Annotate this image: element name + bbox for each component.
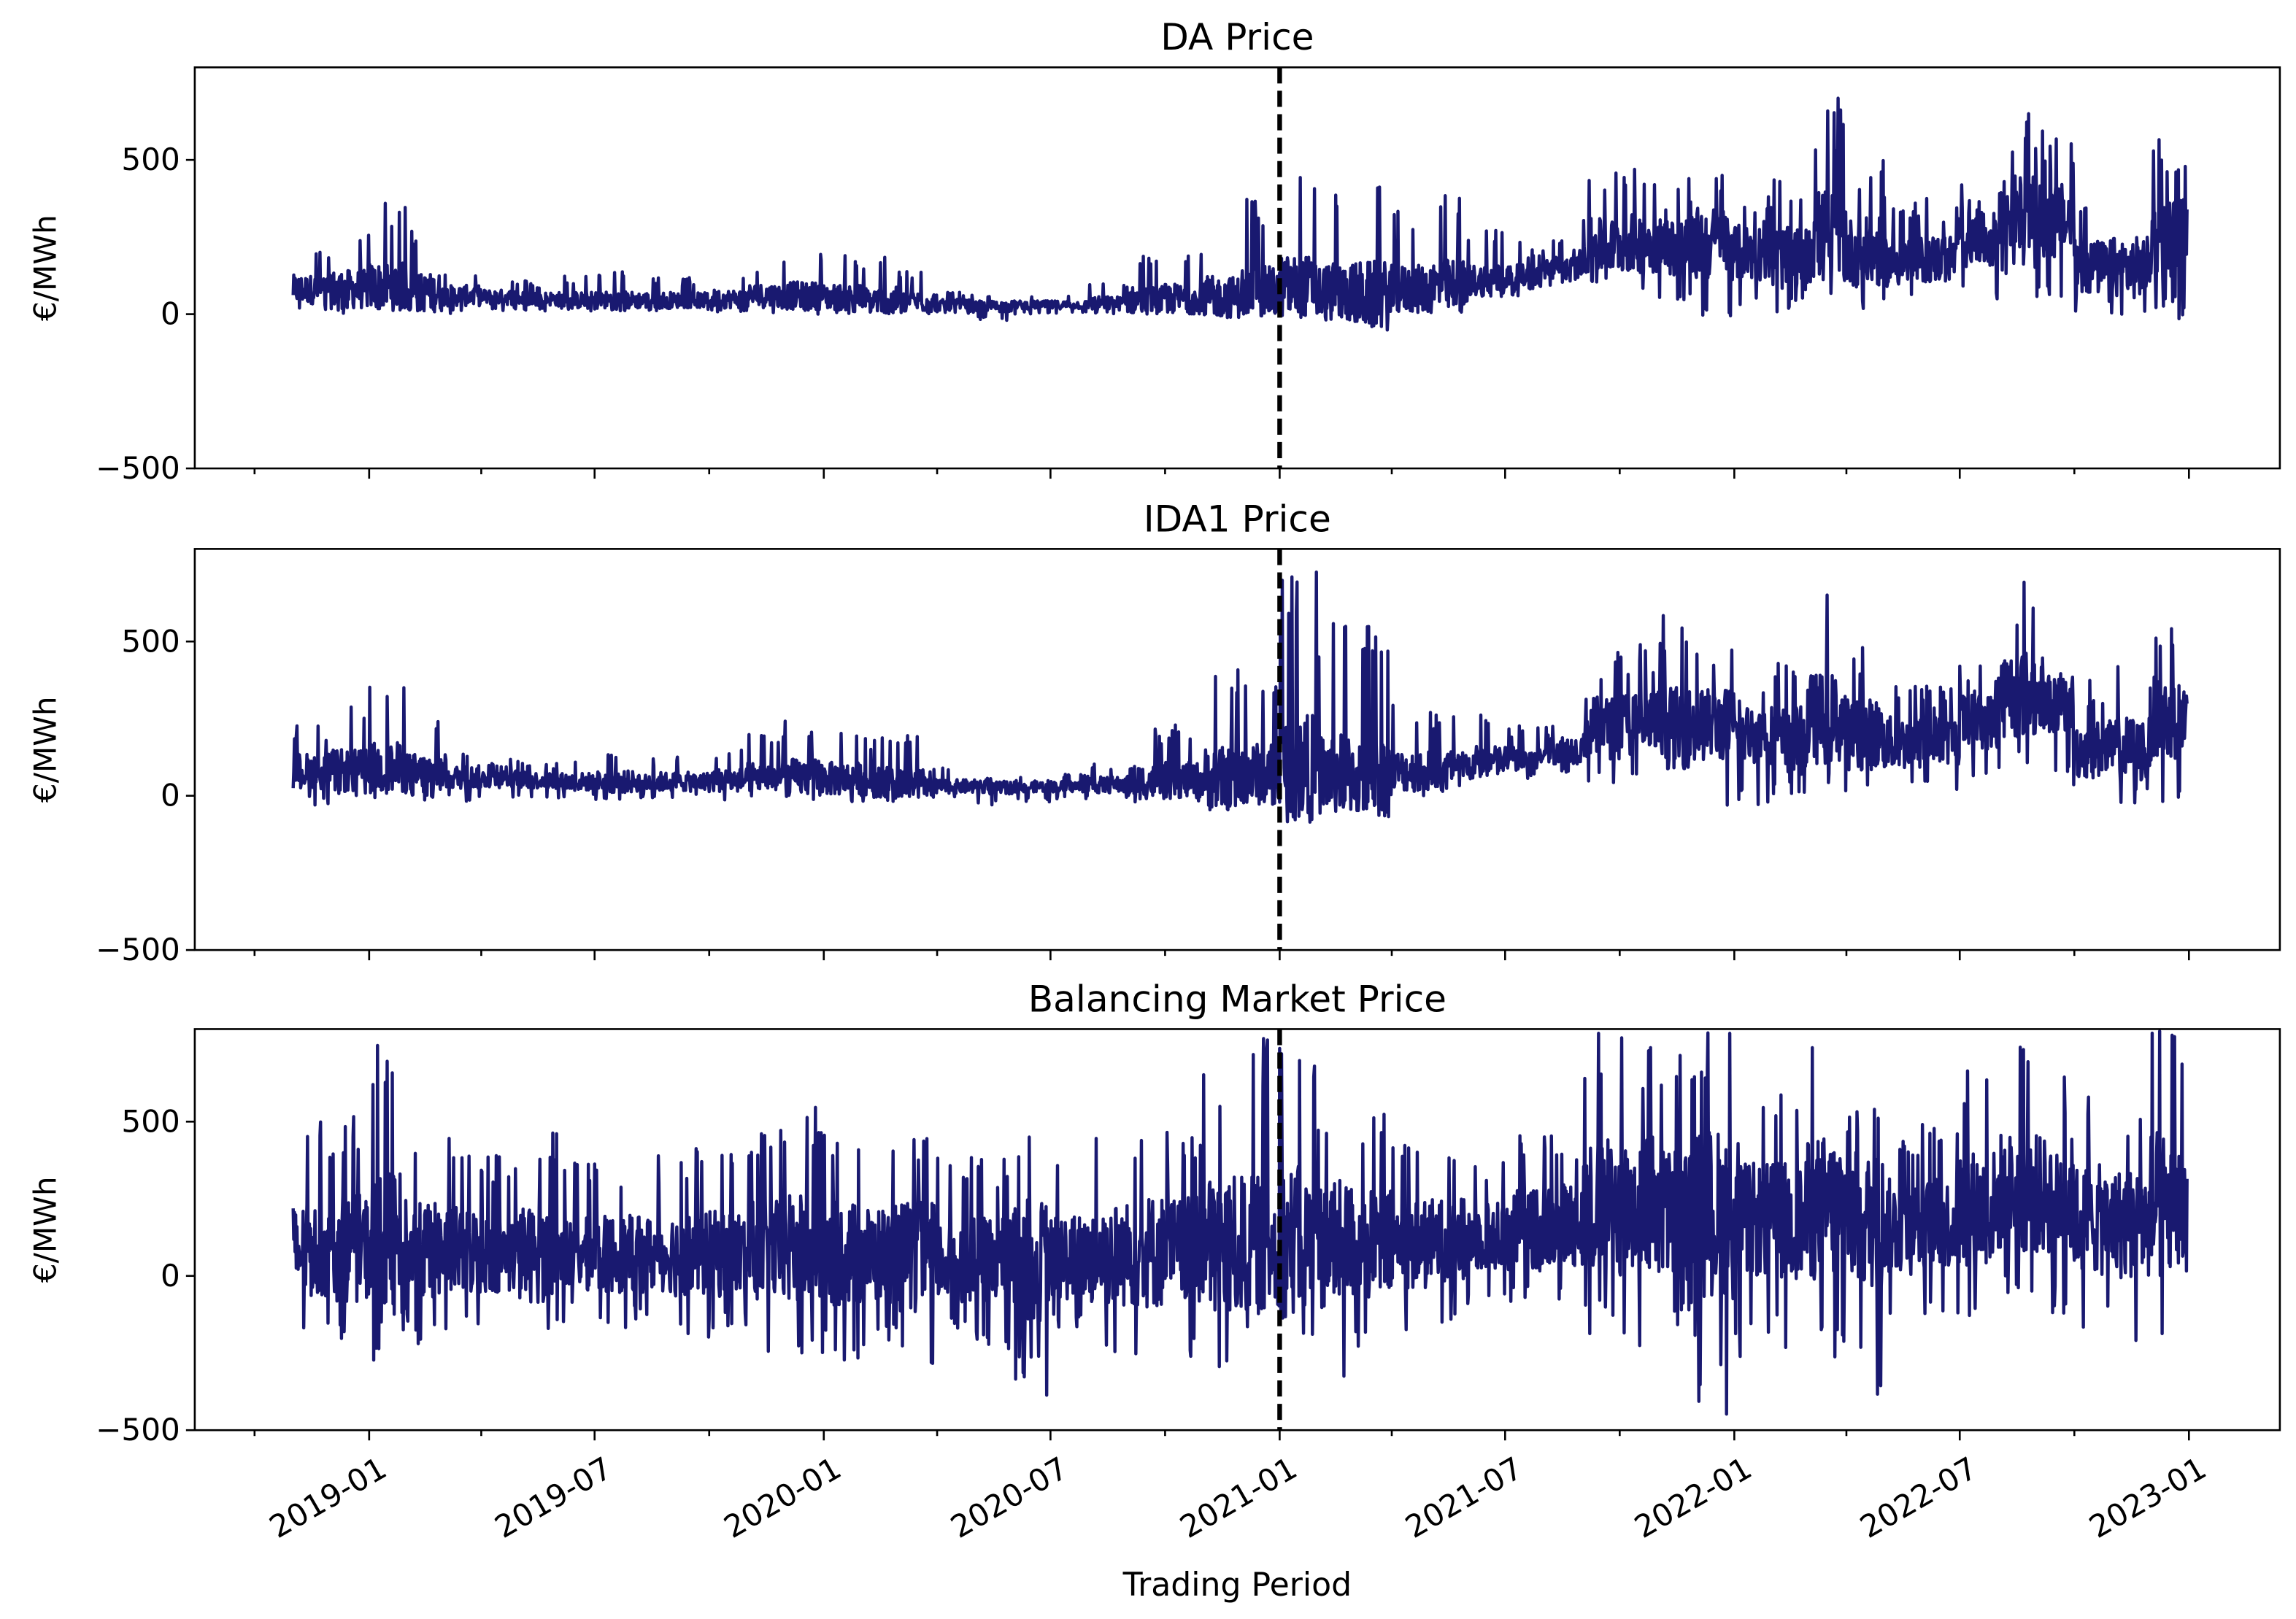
y-tick-label: 0 (161, 1258, 180, 1294)
x-tick-label: 2022-01 (1628, 1450, 1757, 1545)
series-line (291, 1029, 2189, 1416)
x-axis-label: Trading Period (1122, 1566, 1352, 1604)
series-line (291, 96, 2189, 332)
y-tick-label: −500 (96, 1412, 180, 1448)
y-axis-label: €/MWh (27, 215, 63, 321)
y-tick-label: −500 (96, 450, 180, 486)
panel-balancing-market-price: 500 0 −500 2019-01 2019-07 2020-01 2020-07 2021… (27, 977, 2281, 1545)
x-tick-label: 2020-01 (718, 1450, 847, 1545)
x-tick-label: 2019-07 (489, 1450, 618, 1545)
x-tick-label: 2023-01 (2083, 1450, 2212, 1545)
panel-ida1-price: 500 0 −500 IDA1 Price €/MWh (27, 497, 2281, 967)
x-tick-label: 2021-01 (1174, 1450, 1303, 1545)
axes-frame (193, 548, 2281, 951)
y-tick-label: 500 (121, 1103, 180, 1139)
panel-title: IDA1 Price (1144, 497, 1331, 540)
axes-frame (193, 66, 2281, 470)
y-tick-label: −500 (96, 932, 180, 967)
series-line (291, 570, 2189, 824)
y-tick-label: 0 (161, 296, 180, 332)
x-tick-label: 2020-07 (944, 1450, 1074, 1545)
panel-title: DA Price (1160, 15, 1314, 58)
y-tick-label: 500 (121, 623, 180, 659)
y-tick-label: 500 (121, 142, 180, 177)
panel-title: Balancing Market Price (1028, 977, 1446, 1020)
axes-frame (193, 1028, 2281, 1431)
y-axis-label: €/MWh (27, 696, 63, 803)
x-tick-label: 2021-07 (1399, 1450, 1528, 1545)
y-tick-label: 0 (161, 778, 180, 814)
panel-da-price: 500 0 −500 DA Price €/MWh (27, 15, 2281, 486)
x-tick-label: 2022-07 (1854, 1450, 1983, 1545)
x-tick-label: 2019-01 (263, 1450, 393, 1545)
y-axis-label: €/MWh (27, 1176, 63, 1283)
